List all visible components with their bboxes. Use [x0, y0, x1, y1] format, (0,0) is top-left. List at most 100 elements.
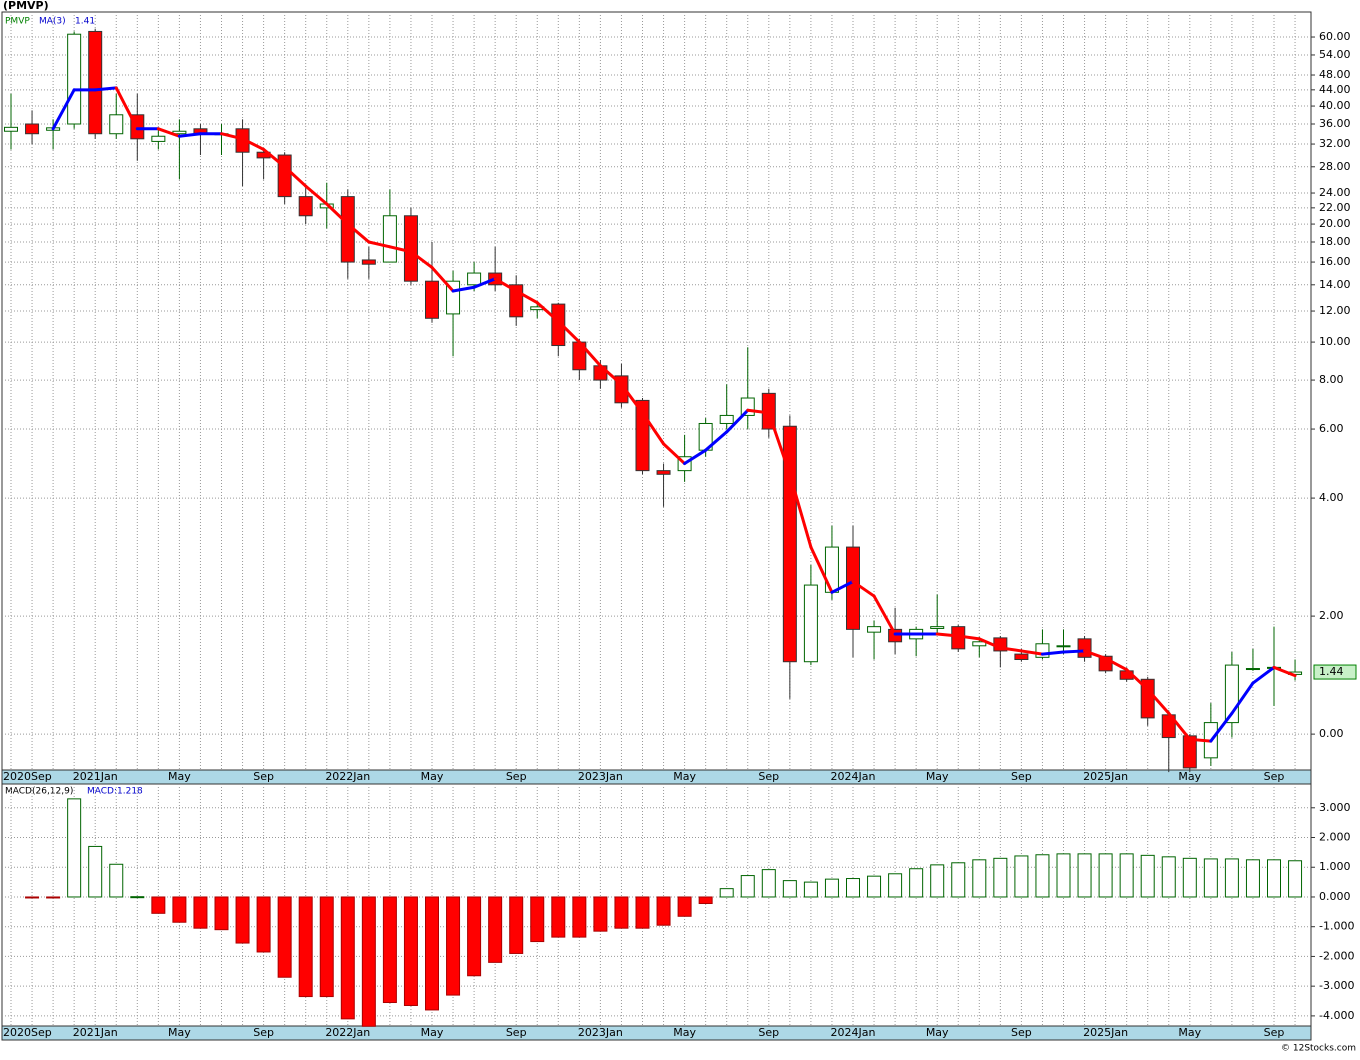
x-tick-label: 2021Jan [73, 1026, 118, 1039]
ma-line [725, 408, 750, 434]
candle-body [67, 33, 82, 125]
macd-bar [1245, 859, 1260, 898]
y-tick-label: 22.00 [1319, 201, 1351, 214]
ma-line [262, 147, 287, 169]
footer: © 12Stocks.com [1281, 1044, 1356, 1054]
ma-line [1209, 711, 1234, 743]
x-tick-label: Sep [1264, 770, 1285, 783]
candle-body [551, 303, 566, 347]
candle-body [88, 30, 103, 135]
x-tick-label: 2025Jan [1083, 770, 1128, 783]
ma-line [493, 277, 518, 293]
candle-body [4, 126, 18, 132]
macd-bar [698, 896, 713, 905]
macd-title: MACD(26,12,9) [5, 787, 73, 797]
y-tick-label: 0.00 [1319, 727, 1344, 740]
macd-bar [488, 896, 503, 963]
candle-body [403, 215, 418, 282]
macd-bar [1288, 860, 1303, 898]
macd-bar [951, 862, 966, 898]
x-tick-label: May [168, 770, 191, 783]
macd-bar [740, 875, 755, 898]
macd-bar [214, 896, 229, 931]
price-tag [1313, 664, 1357, 680]
y-tick-label: -2.000 [1319, 949, 1354, 962]
candle-body [719, 414, 734, 424]
y-tick-label: 20.00 [1319, 217, 1351, 230]
macd-bar [1035, 854, 1050, 898]
y-tick-label: 8.00 [1319, 373, 1344, 386]
x-tick-label: 2023Jan [578, 770, 623, 783]
x-tick-label: Sep [253, 1026, 274, 1039]
ma-line [619, 382, 644, 415]
x-tick-label: May [1178, 770, 1201, 783]
ma-line [409, 250, 434, 269]
x-tick-label: Sep [758, 770, 779, 783]
ma-line [788, 472, 813, 549]
macd-bar [425, 896, 439, 1011]
x-tick-label: 2025Jan [1083, 1026, 1128, 1039]
macd-bar [25, 896, 40, 899]
candle-body [656, 470, 671, 475]
x-tick-label: Sep [1011, 1026, 1032, 1039]
ma-line [809, 545, 834, 594]
x-tick-label: May [421, 1026, 444, 1039]
x-tick-label: 2020Sep [3, 1026, 52, 1039]
y-tick-label: 36.00 [1319, 117, 1351, 130]
ma-line [1125, 668, 1150, 691]
macd-bar [277, 896, 292, 978]
x-tick-label: 2023Jan [578, 1026, 623, 1039]
ma-line [662, 442, 687, 466]
macd-bar [1098, 853, 1113, 898]
x-tick-label: Sep [758, 1026, 779, 1039]
x-tick-label: Sep [506, 1026, 527, 1039]
candle-body [846, 546, 860, 630]
macd-bar [467, 896, 482, 977]
ma-line [767, 411, 792, 476]
macd-bar [382, 896, 397, 1004]
y-tick-label: 40.00 [1319, 99, 1351, 112]
macd-bar [761, 869, 776, 898]
y-tick-label: 54.00 [1319, 48, 1351, 61]
candle-body [803, 584, 818, 663]
ma-line [51, 88, 76, 131]
macd-bar [530, 896, 545, 943]
ma-line [388, 245, 413, 254]
macd-bar [403, 896, 418, 1006]
macd-bar [509, 896, 524, 954]
ma-line [177, 132, 202, 138]
x-tick-label: 2021Jan [73, 770, 118, 783]
ma-line [1167, 711, 1192, 741]
candle-body [109, 114, 124, 135]
candle-body [151, 135, 166, 142]
ma-line [704, 430, 729, 452]
macd-bar [551, 896, 566, 938]
ma-line [746, 408, 771, 415]
macd-bar [1161, 856, 1176, 898]
ma-line [577, 340, 602, 368]
macd-bar [235, 896, 250, 944]
ma-line [430, 265, 455, 293]
y-tick-label: 24.00 [1319, 186, 1351, 199]
x-tick-label: May [168, 1026, 191, 1039]
ma-line [367, 240, 392, 249]
macd-bar [1267, 859, 1281, 898]
ma-line [93, 86, 118, 92]
macd-bar [677, 896, 692, 917]
macd-bar [719, 888, 734, 898]
candle-body [361, 259, 376, 265]
ma-line [1251, 665, 1276, 685]
y-tick-label: 48.00 [1319, 68, 1351, 81]
x-axis-strip [1, 1025, 1312, 1041]
macd-bar [298, 896, 313, 998]
ma-line [935, 632, 960, 638]
candle-body [1014, 653, 1029, 661]
macd-bar [340, 896, 355, 1020]
ma-line [346, 222, 371, 244]
ma-line [1040, 650, 1065, 656]
macd-bar [1056, 853, 1071, 898]
y-tick-label: -3.000 [1319, 979, 1354, 992]
macd-bar [593, 896, 608, 932]
ma-line [556, 319, 581, 344]
macd-bar [909, 868, 924, 898]
